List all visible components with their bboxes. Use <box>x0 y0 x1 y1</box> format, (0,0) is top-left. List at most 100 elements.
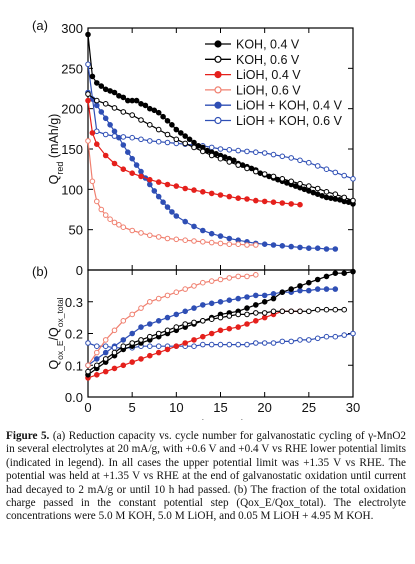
data-point <box>323 189 330 195</box>
data-point <box>164 235 171 242</box>
data-point <box>129 112 135 118</box>
data-point <box>253 149 259 155</box>
data-point <box>261 340 268 346</box>
data-point <box>306 308 312 315</box>
data-point <box>129 359 135 365</box>
y-tick-label: 0.3 <box>65 295 83 310</box>
data-point <box>217 299 224 305</box>
data-point <box>323 166 330 172</box>
data-point <box>235 295 241 302</box>
data-point <box>164 118 171 124</box>
data-point <box>138 230 144 236</box>
data-point <box>208 152 215 159</box>
data-point <box>314 163 321 169</box>
data-point <box>279 308 286 315</box>
data-point <box>270 173 277 180</box>
figure: 0 50 100 150 200 250 300 (a) Qred (mAh/g) KOH, 0.… <box>32 18 360 420</box>
data-point <box>314 306 321 313</box>
data-point <box>208 190 215 197</box>
data-point <box>314 185 321 192</box>
data-point <box>111 365 118 372</box>
y-tick-label: 250 <box>61 61 83 76</box>
data-point <box>120 362 127 369</box>
y-tick-label: 200 <box>61 102 83 117</box>
data-point <box>191 139 197 146</box>
legend-marker <box>214 86 222 94</box>
data-point <box>235 147 241 154</box>
data-point <box>102 343 109 350</box>
data-point <box>155 193 162 200</box>
data-point <box>244 242 250 248</box>
data-point <box>120 224 127 230</box>
data-point <box>306 245 312 251</box>
data-point <box>297 337 303 343</box>
data-point <box>261 314 268 321</box>
figure-caption: Figure 5. (a) Reduction capacity vs. cyc… <box>6 430 406 524</box>
data-point <box>235 162 241 168</box>
data-point <box>107 122 113 128</box>
data-point <box>147 333 153 340</box>
data-point <box>85 362 91 369</box>
data-point <box>200 189 206 195</box>
data-point <box>173 343 180 350</box>
data-point <box>94 141 100 147</box>
data-point <box>155 126 162 133</box>
data-point <box>94 356 100 362</box>
x-tick-label: 0 <box>84 400 91 415</box>
data-point <box>226 235 233 242</box>
data-point <box>261 310 268 316</box>
data-point <box>217 276 224 283</box>
data-point <box>314 245 321 251</box>
data-point <box>231 157 237 164</box>
data-point <box>85 97 91 104</box>
data-point <box>98 109 105 115</box>
y-tick-label: 0.0 <box>65 390 83 405</box>
plot-frame-2 <box>87 269 354 398</box>
panel-label: (a) <box>32 18 48 33</box>
legend-marker <box>214 55 222 63</box>
data-point <box>94 97 100 104</box>
data-point <box>102 337 109 343</box>
data-point <box>164 131 171 138</box>
data-point <box>155 330 162 337</box>
data-point <box>217 341 224 348</box>
data-point <box>332 196 339 202</box>
data-point <box>200 302 206 308</box>
y-tick-label: 0.1 <box>65 358 83 373</box>
data-point <box>94 349 100 356</box>
data-point <box>173 136 180 143</box>
legend-marker <box>214 101 222 109</box>
data-point <box>129 330 135 337</box>
x-tick-label: 15 <box>213 400 227 415</box>
data-point <box>191 283 197 289</box>
y-axis-label: Qred (mAh/g) <box>47 114 65 185</box>
data-point <box>341 270 348 277</box>
data-point <box>164 292 171 299</box>
data-point <box>253 318 259 324</box>
data-point <box>147 232 153 239</box>
data-point <box>102 115 109 122</box>
data-point <box>200 341 206 348</box>
data-point <box>200 318 206 324</box>
data-point <box>111 327 118 334</box>
data-point <box>98 206 105 213</box>
data-point <box>297 287 303 294</box>
data-point <box>253 292 259 299</box>
data-point <box>217 146 224 152</box>
data-point <box>120 318 127 324</box>
data-point <box>138 136 144 143</box>
data-point <box>279 243 286 249</box>
data-point <box>120 134 127 140</box>
data-point <box>297 201 303 208</box>
data-point <box>253 310 259 316</box>
data-point <box>235 324 241 330</box>
data-point <box>147 352 153 359</box>
data-point <box>288 155 295 161</box>
data-point <box>226 193 233 200</box>
caption-label: Figure 5. <box>6 430 50 442</box>
panel-label: (b) <box>32 264 48 279</box>
data-point <box>138 356 144 362</box>
data-point <box>226 325 233 332</box>
data-point <box>94 80 100 86</box>
data-point <box>244 305 250 311</box>
